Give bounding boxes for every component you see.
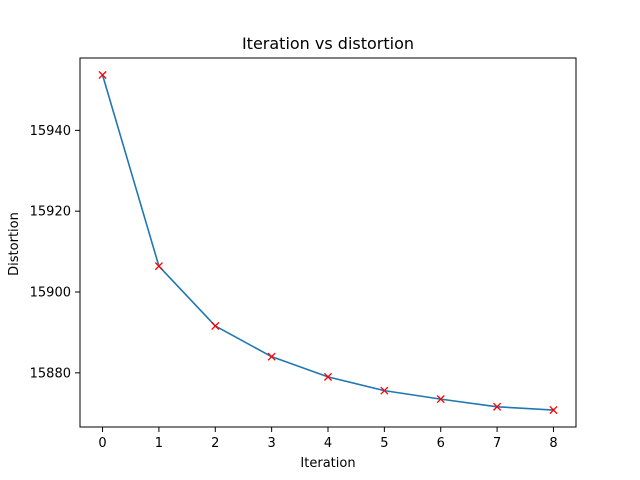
x-tick-label: 0 <box>98 436 106 451</box>
x-tick-label: 3 <box>267 436 275 451</box>
y-tick-label: 15880 <box>30 366 71 381</box>
x-tick-label: 4 <box>324 436 332 451</box>
data-point-marker <box>211 321 220 331</box>
data-point-marker <box>493 402 502 411</box>
data-point-marker <box>154 262 163 271</box>
x-axis-label: Iteration <box>300 456 355 471</box>
y-tick-label: 15900 <box>30 286 71 301</box>
x-tick-label: 5 <box>380 436 388 451</box>
y-axis-label: Distortion <box>7 212 22 276</box>
data-point-marker <box>98 70 107 80</box>
data-point-marker <box>549 405 558 415</box>
data-point-marker <box>380 386 389 395</box>
x-tick-label: 7 <box>493 436 501 451</box>
x-tick-label: 8 <box>549 436 557 451</box>
y-tick-label: 15940 <box>30 124 71 139</box>
x-tick-label: 2 <box>211 436 219 451</box>
x-tick-label: 6 <box>437 436 445 451</box>
chart-title: Iteration vs distortion <box>242 34 414 53</box>
y-tick-label: 15920 <box>30 205 71 220</box>
x-tick-label: 1 <box>155 436 163 451</box>
data-point-marker <box>267 352 276 361</box>
data-point-marker <box>436 395 445 404</box>
data-point-marker <box>323 372 333 381</box>
